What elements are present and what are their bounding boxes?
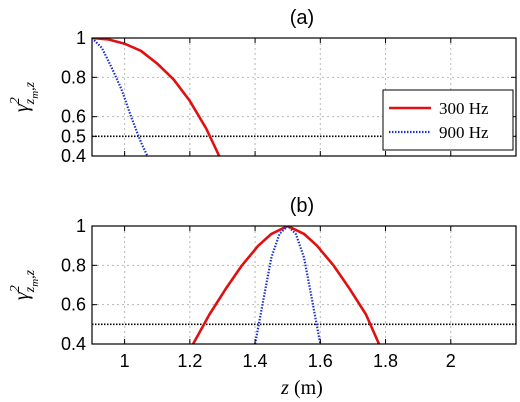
series-300-hz — [92, 38, 221, 156]
y-tick-label: 0.6 — [61, 107, 86, 127]
axes-box — [91, 225, 517, 345]
y-tick-label: 1 — [76, 216, 86, 236]
y-axis-label: γ2zm,z — [8, 269, 41, 300]
y-tick-label: 0.4 — [61, 146, 86, 166]
legend-label: 900 Hz — [439, 123, 489, 142]
axes-box — [91, 37, 517, 157]
legend: 300 Hz 900 Hz — [382, 89, 514, 151]
y-tick-label: 0.5 — [61, 126, 86, 146]
x-tick-label: 1.8 — [373, 351, 398, 371]
x-tick-label: 2 — [446, 351, 456, 371]
y-tick-label: 1 — [76, 28, 86, 48]
panel-b: 0.4 0.6 0.8 1 1 1.2 1.4 1.6 1.8 2 (b) γ2zm,z z (m) — [8, 195, 517, 399]
legend-box — [382, 89, 514, 151]
y-axis-label: γ2zm,z — [8, 81, 41, 112]
x-tick-label: 1.4 — [243, 351, 268, 371]
series-900-hz — [254, 226, 322, 344]
panel-title: (a) — [290, 7, 314, 29]
y-tick-label: 0.8 — [61, 67, 86, 87]
y-tick-label: 0.8 — [61, 255, 86, 275]
x-tick-label: 1.6 — [308, 351, 333, 371]
plot-area — [92, 226, 516, 344]
x-tick-label: 1 — [120, 351, 130, 371]
legend-label: 300 Hz — [439, 99, 489, 118]
x-axis-label: z (m) — [280, 377, 323, 399]
y-tick-label: 0.6 — [61, 295, 86, 315]
panel-title: (b) — [290, 195, 314, 217]
series-300-hz — [191, 226, 381, 344]
panel-a: 0.40.50.6 0.8 1 (a) γ2zm,z 300 Hz 900 Hz — [8, 7, 517, 166]
x-tick-label: 1.2 — [177, 351, 202, 371]
y-tick-label: 0.4 — [61, 334, 86, 354]
